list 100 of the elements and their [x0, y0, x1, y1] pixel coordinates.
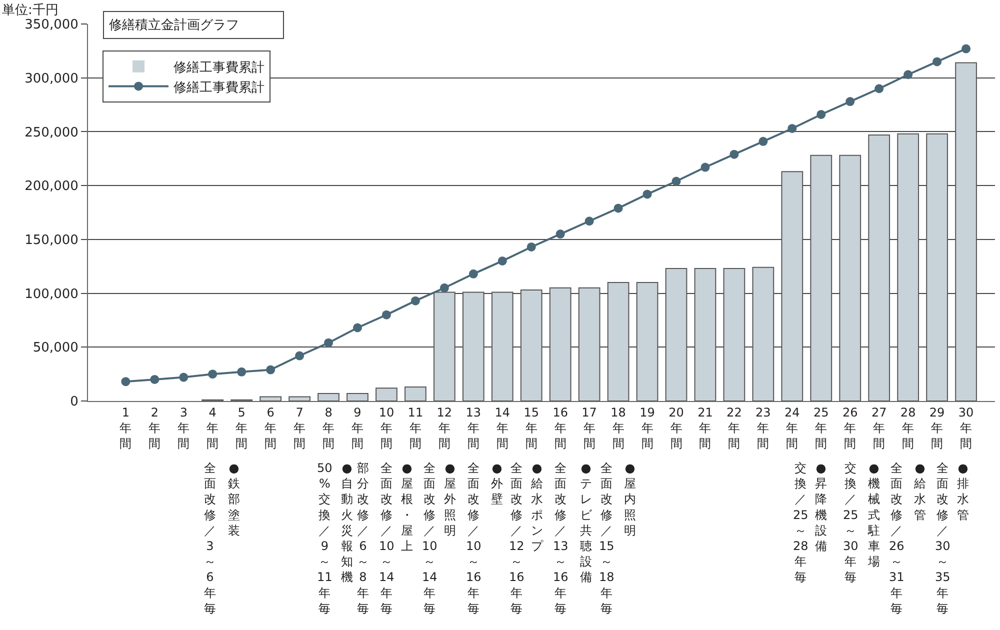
x-tick-label: 16年間 — [552, 405, 568, 451]
y-tick-label: 100,000 — [24, 286, 78, 302]
text: ●昇降機設備 — [815, 461, 827, 553]
text: ●テレビ共聴設備 — [580, 461, 593, 584]
point — [237, 367, 246, 376]
text: 全面改修／10～16年毎 — [466, 461, 482, 616]
x-tick-label: 14年間 — [494, 405, 510, 451]
x-tick-label: 22年間 — [726, 405, 742, 451]
text: 交換／25～28年毎 — [793, 461, 808, 584]
point — [816, 110, 826, 119]
y-tick-label: 200,000 — [24, 179, 78, 194]
bar — [694, 268, 716, 401]
point — [846, 97, 855, 106]
x-tick-label: 13年間 — [466, 405, 482, 451]
x-tick-label: 24年間 — [784, 405, 800, 451]
x-tick-label: 29年間 — [929, 405, 945, 451]
x-tick-label: 9年間 — [351, 405, 364, 451]
bar — [607, 282, 630, 401]
y-tick-label: 250,000 — [24, 125, 78, 140]
text: ●屋根・屋上 — [401, 461, 413, 553]
point — [468, 269, 478, 278]
point — [295, 351, 304, 360]
bar — [520, 290, 542, 401]
bar — [549, 287, 572, 401]
legend-label: 修繕工事費累計 — [174, 60, 265, 76]
y-axis-title: 単位:千円 — [2, 3, 58, 18]
bar — [491, 292, 514, 401]
text: 全面改修／10～14年毎 — [422, 461, 438, 616]
x-tick-label: 8年間 — [322, 405, 335, 451]
x-tick-label: 26年間 — [842, 405, 858, 451]
x-tick-label: 25年間 — [813, 405, 829, 451]
bar — [810, 154, 832, 401]
point — [556, 230, 565, 239]
y-tick-label: 300,000 — [24, 71, 78, 86]
point — [932, 57, 942, 66]
y-tick-label: 50,000 — [32, 340, 78, 356]
x-tick-label: 15年間 — [524, 405, 539, 451]
point — [788, 124, 797, 133]
bar — [404, 386, 426, 401]
text: ●排水管 — [957, 461, 969, 522]
text: 全面改修／15～18年毎 — [599, 461, 614, 616]
bar — [868, 134, 890, 401]
point — [700, 162, 710, 172]
bar — [955, 62, 977, 401]
text: 全面改修／12～16年毎 — [509, 461, 524, 616]
x-tick-label: 21年間 — [698, 405, 713, 451]
text: ●給水ポンプ — [530, 461, 544, 553]
point — [874, 84, 884, 94]
x-tick-label: 7年間 — [294, 405, 306, 451]
text: ●外壁 — [491, 461, 503, 506]
x-tick-label: 5年間 — [236, 405, 248, 451]
bar — [578, 287, 600, 401]
point — [440, 283, 449, 292]
text: 部分改修／6～8年毎 — [357, 461, 369, 616]
x-tick-label: 30年間 — [958, 405, 974, 451]
y-tick-label: 150,000 — [24, 232, 78, 248]
text: 全面改修／13～16年毎 — [553, 461, 568, 616]
point — [266, 365, 276, 374]
point — [410, 296, 420, 306]
chart-title: 修繕積立金計画グラフ — [109, 17, 278, 33]
x-tick-label: 4年間 — [206, 405, 219, 451]
bar — [260, 396, 282, 401]
point — [526, 242, 536, 252]
legend-label: 修繕工事費累計 — [174, 80, 265, 96]
point — [758, 136, 768, 146]
bar — [926, 133, 948, 401]
bar — [723, 268, 746, 401]
x-tick-label: 10年間 — [378, 405, 394, 451]
x-tick-label: 18年間 — [610, 405, 626, 451]
text: ●給水管 — [913, 461, 926, 522]
point — [121, 377, 130, 386]
point — [962, 44, 971, 54]
x-tick-label: 23年間 — [756, 405, 771, 451]
point — [904, 70, 913, 80]
x-tick-label: 19年間 — [640, 405, 655, 451]
bar — [433, 292, 456, 401]
point — [672, 176, 681, 186]
bar — [897, 133, 919, 401]
bar — [665, 268, 688, 401]
bar — [636, 282, 658, 401]
text: 全面改修／26～31年毎 — [889, 461, 904, 616]
text: ●屋内照明 — [624, 461, 636, 538]
bar — [376, 388, 398, 401]
x-tick-label: 3年間 — [178, 405, 190, 451]
bar — [752, 266, 774, 401]
text: 全面改修／10～14年毎 — [379, 461, 394, 616]
text: 交換／25～30年毎 — [843, 461, 858, 584]
text: ●屋外照明 — [444, 461, 456, 538]
point — [730, 150, 739, 159]
point — [584, 216, 594, 226]
point — [614, 204, 623, 213]
bar — [462, 292, 484, 401]
bar — [318, 392, 340, 401]
text: ●機械式駐車場 — [867, 461, 880, 569]
point — [179, 372, 188, 382]
point — [324, 338, 334, 348]
bar — [781, 171, 804, 401]
x-tick-label: 11年間 — [408, 405, 424, 451]
x-tick-label: 17年間 — [582, 405, 597, 451]
text: 全面改修／3～6年毎 — [204, 461, 216, 616]
